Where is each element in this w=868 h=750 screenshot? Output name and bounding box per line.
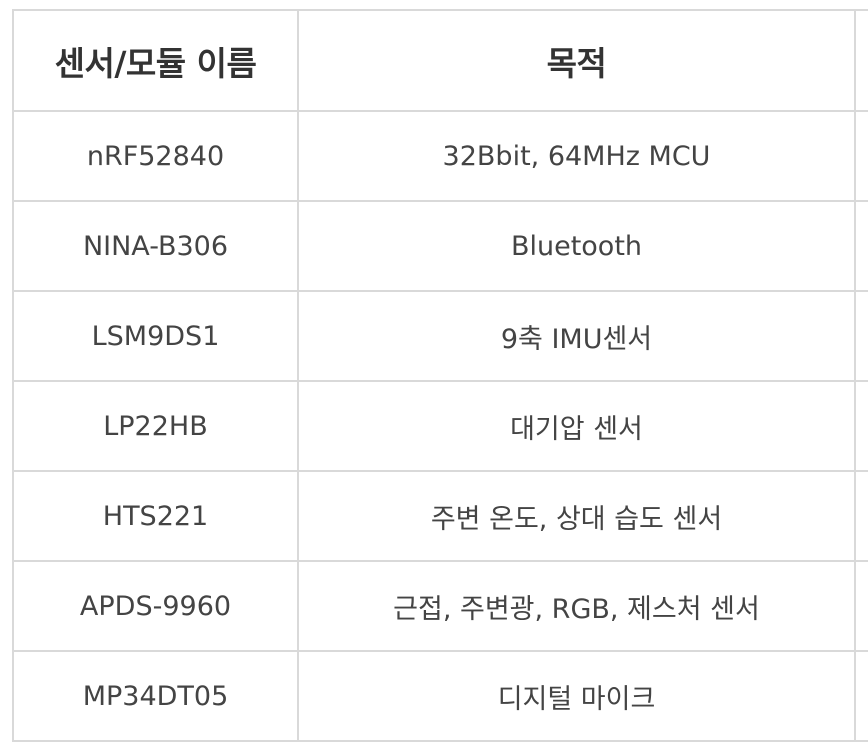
table-row: nRF52840 32Bbit, 64MHz MCU [12,110,868,202]
cell-sensor-name: LSM9DS1 [12,290,299,382]
header-purpose: 목적 [297,9,856,112]
table-header-row: 센서/모듈 이름 목적 [12,9,868,112]
cell-purpose: 9축 IMU센서 [297,290,856,382]
cell-purpose: 대기압 센서 [297,380,856,472]
header-sensor-name: 센서/모듈 이름 [12,9,299,112]
table-row: HTS221 주변 온도, 상대 습도 센서 [12,470,868,562]
cell-purpose: 32Bbit, 64MHz MCU [297,110,856,202]
table-row: LP22HB 대기압 센서 [12,380,868,472]
header-extra-column [854,9,868,112]
sensor-table: 센서/모듈 이름 목적 nRF52840 32Bbit, 64MHz MCU N… [12,9,868,742]
cell-extra [854,560,868,652]
cell-extra [854,200,868,292]
cell-extra [854,110,868,202]
cell-purpose: 주변 온도, 상대 습도 센서 [297,470,856,562]
table-row: LSM9DS1 9축 IMU센서 [12,290,868,382]
table-row: APDS-9960 근접, 주변광, RGB, 제스처 센서 [12,560,868,652]
cell-sensor-name: MP34DT05 [12,650,299,742]
cell-purpose: 디지털 마이크 [297,650,856,742]
cell-extra [854,290,868,382]
cell-sensor-name: NINA-B306 [12,200,299,292]
table-row: MP34DT05 디지털 마이크 [12,650,868,742]
cell-sensor-name: LP22HB [12,380,299,472]
table-row: NINA-B306 Bluetooth [12,200,868,292]
cell-extra [854,470,868,562]
cell-extra [854,650,868,742]
cell-sensor-name: nRF52840 [12,110,299,202]
cell-sensor-name: HTS221 [12,470,299,562]
cell-purpose: Bluetooth [297,200,856,292]
cell-extra [854,380,868,472]
cell-sensor-name: APDS-9960 [12,560,299,652]
cell-purpose: 근접, 주변광, RGB, 제스처 센서 [297,560,856,652]
